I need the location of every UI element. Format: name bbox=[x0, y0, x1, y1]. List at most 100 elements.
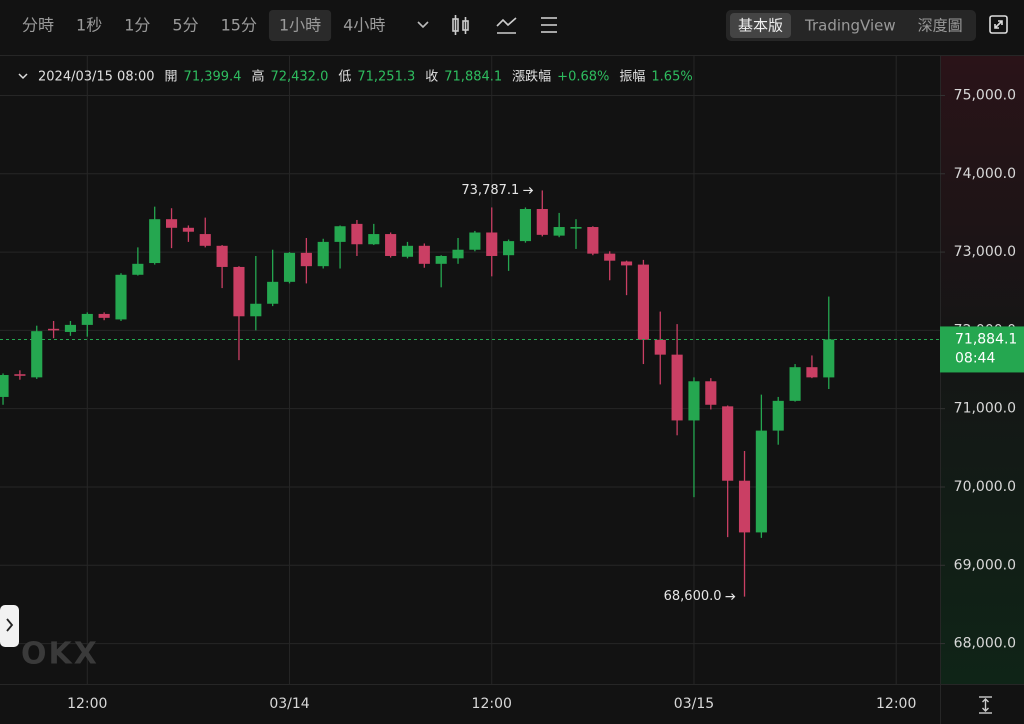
settings-icon[interactable] bbox=[541, 17, 557, 33]
interval-tab[interactable]: 1秒 bbox=[76, 16, 102, 35]
extreme-label: 73,787.1 bbox=[461, 183, 519, 198]
header-value: 71,251.3 bbox=[357, 70, 415, 85]
header-date: 2024/03/15 08:00 bbox=[38, 70, 155, 85]
candle-body bbox=[267, 281, 279, 304]
header-value: 72,432.0 bbox=[270, 70, 328, 85]
candle-body bbox=[587, 227, 599, 254]
indicator-icon[interactable] bbox=[496, 17, 517, 34]
candle-body bbox=[98, 313, 110, 318]
candle-body bbox=[199, 234, 211, 246]
candle-body bbox=[469, 232, 481, 250]
header-value: 71,884.1 bbox=[444, 70, 502, 85]
view-tab[interactable]: TradingView bbox=[804, 17, 896, 35]
x-tick-label: 12:00 bbox=[472, 696, 512, 712]
last-price-label: 71,884.1 bbox=[955, 331, 1017, 347]
side-handle[interactable] bbox=[0, 605, 19, 647]
candle-body bbox=[570, 227, 582, 229]
header-value: +0.68% bbox=[557, 70, 609, 85]
candle-body bbox=[806, 367, 818, 378]
countdown: 08:44 bbox=[955, 350, 995, 366]
x-tick-label: 03/14 bbox=[269, 696, 309, 712]
candle-body bbox=[31, 331, 43, 378]
candle-body bbox=[300, 252, 312, 267]
candle-body bbox=[688, 381, 700, 421]
candle-body bbox=[0, 375, 9, 397]
candle-body bbox=[519, 209, 532, 242]
header-label: 高 bbox=[251, 69, 264, 85]
y-tick-label: 75,000.0 bbox=[954, 87, 1016, 103]
extreme-arrow bbox=[725, 593, 736, 601]
candle-body bbox=[283, 252, 296, 282]
interval-tab[interactable]: 4小時 bbox=[343, 16, 385, 35]
header-value: 71,399.4 bbox=[184, 70, 242, 85]
active-tab-bg bbox=[268, 10, 332, 41]
x-tick-label: 12:00 bbox=[67, 696, 107, 712]
candle-body bbox=[604, 253, 616, 261]
candle-body bbox=[351, 223, 363, 245]
y-tick-label: 68,000.0 bbox=[954, 636, 1016, 652]
candle-body bbox=[772, 400, 784, 431]
candle-body bbox=[385, 234, 397, 256]
plot: 73,787.1 68,600.0 bbox=[0, 183, 940, 604]
y-tick-label: 74,000.0 bbox=[954, 166, 1016, 182]
interval-tab[interactable]: 分時 bbox=[22, 16, 54, 35]
candle-body bbox=[418, 245, 430, 264]
header-label: 開 bbox=[165, 70, 178, 85]
candle-body bbox=[334, 226, 346, 242]
candle-body bbox=[755, 430, 767, 533]
last-price-tag bbox=[940, 326, 1024, 373]
candle-body bbox=[64, 324, 77, 332]
reset-scale-icon[interactable] bbox=[979, 696, 992, 714]
header-collapse[interactable] bbox=[18, 73, 28, 80]
candle-body bbox=[115, 274, 127, 320]
candle-body bbox=[149, 219, 161, 264]
extreme-label: 68,600.0 bbox=[664, 589, 722, 604]
candle-body bbox=[14, 374, 26, 376]
interval-dropdown[interactable] bbox=[417, 21, 429, 29]
candle-body bbox=[536, 209, 548, 235]
candle-body bbox=[620, 261, 633, 266]
y-tick-label: 69,000.0 bbox=[954, 557, 1016, 573]
interval-tab[interactable]: 5分 bbox=[172, 16, 198, 35]
x-tick-label: 12:00 bbox=[876, 696, 916, 712]
candle-body bbox=[789, 367, 801, 401]
header-label: 振幅 bbox=[619, 70, 645, 85]
candle-body bbox=[486, 232, 498, 256]
candle-body bbox=[182, 227, 194, 232]
extreme-arrow bbox=[523, 187, 534, 194]
x-tick-label: 03/15 bbox=[674, 696, 714, 712]
y-tick-label: 71,000.0 bbox=[954, 401, 1016, 417]
candle-body bbox=[132, 263, 144, 275]
handle-arrow bbox=[6, 618, 14, 632]
candle-body bbox=[553, 227, 565, 236]
candle-body bbox=[233, 266, 245, 317]
candle-body bbox=[654, 339, 666, 355]
toolbar: 分時 1秒 1分 5分 15分 1小時 4小時 基本版 TradingView 深度圖 bbox=[22, 10, 1008, 41]
y-tick-label: 70,000.0 bbox=[954, 479, 1016, 495]
header-value: 1.65% bbox=[651, 70, 692, 85]
candle-style-icon[interactable] bbox=[452, 15, 469, 35]
candle-body bbox=[722, 406, 734, 481]
candle-body bbox=[368, 234, 380, 245]
header-label: 低 bbox=[338, 70, 351, 85]
header-label: 漲跌幅 bbox=[512, 69, 551, 85]
candle-body bbox=[435, 255, 447, 264]
candle-body bbox=[503, 241, 515, 256]
interval-tab[interactable]: 1分 bbox=[124, 16, 150, 35]
candle-body bbox=[671, 354, 683, 421]
candle-body bbox=[738, 480, 751, 533]
header-label: 收 bbox=[425, 70, 438, 85]
view-tab[interactable]: 深度圖 bbox=[918, 17, 963, 35]
candle-body bbox=[250, 303, 262, 317]
ohlc-header: 2024/03/15 08:00 開 71,399.4 高 72,432.0 低 71,25… bbox=[18, 69, 693, 85]
candle-body bbox=[823, 339, 835, 378]
fullscreen-icon[interactable] bbox=[989, 15, 1008, 34]
collapse-handle[interactable] bbox=[0, 605, 19, 647]
candle-body bbox=[216, 245, 228, 267]
view-tab[interactable]: 基本版 bbox=[738, 17, 783, 35]
watermark: OKX bbox=[21, 637, 99, 672]
interval-tab[interactable]: 15分 bbox=[221, 16, 257, 35]
interval-tab[interactable]: 1小時 bbox=[279, 16, 321, 35]
